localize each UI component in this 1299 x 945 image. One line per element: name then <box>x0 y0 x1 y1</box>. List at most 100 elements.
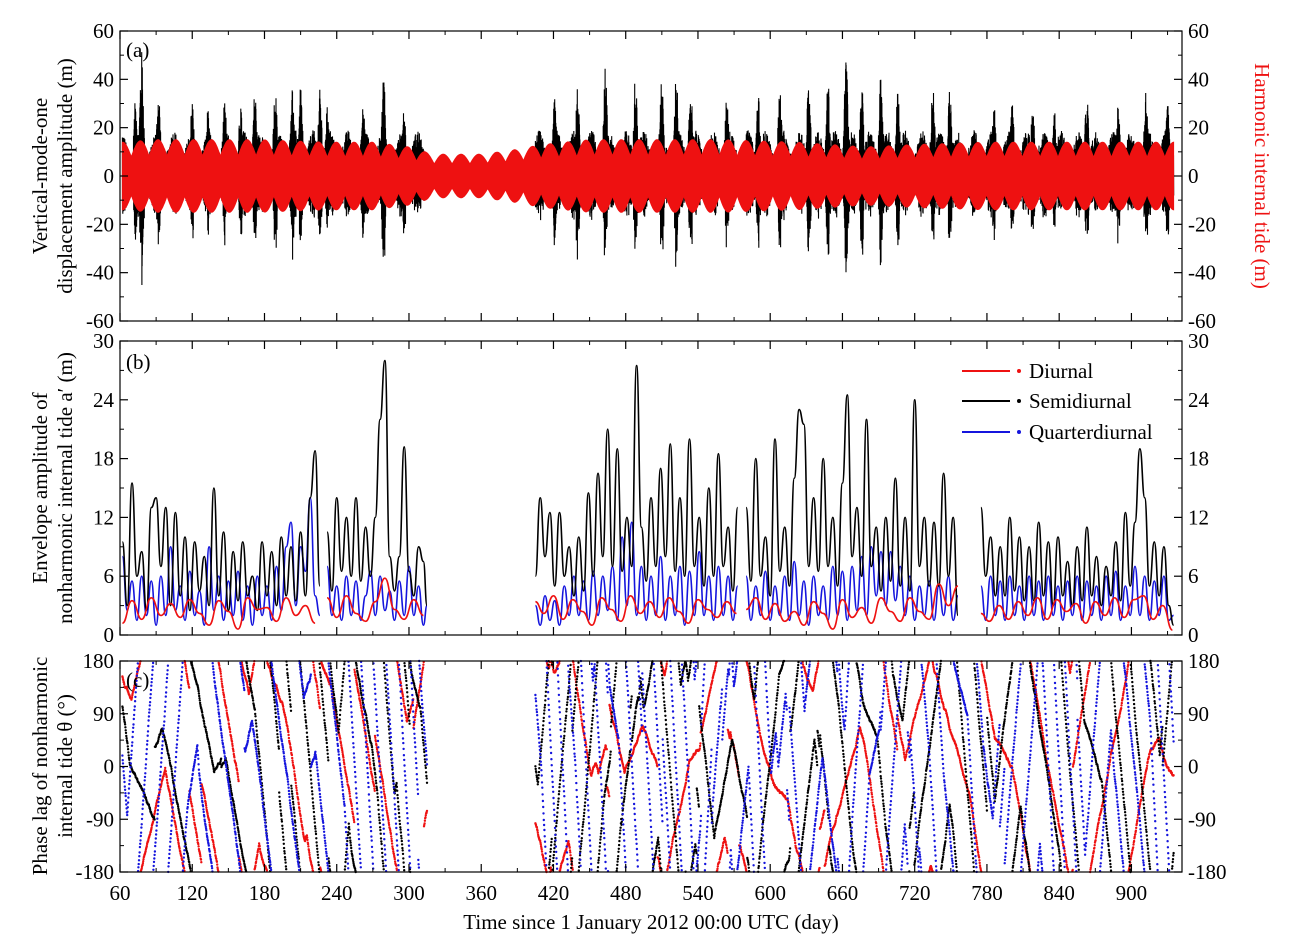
x-tick-label-5: 360 <box>465 881 497 905</box>
y-tick-label-right-b-2: 12 <box>1188 505 1209 529</box>
panel-a-ylabel-right: Harmonic internal tide (m) <box>1250 63 1274 289</box>
y-tick-label-right-c-3: 90 <box>1188 702 1209 726</box>
y-tick-label-left-c-1: -90 <box>86 807 114 831</box>
x-tick-label-9: 600 <box>754 881 786 905</box>
panel-b-ylabel-line1: Envelope amplitude of <box>28 392 52 583</box>
panel-c-ylabel-line1: Phase lag of nonharmonic <box>28 657 52 876</box>
x-tick-label-14: 900 <box>1116 881 1148 905</box>
semidiurnal-phase-dots <box>121 659 1175 874</box>
legend-item-diurnal: Diurnal <box>962 359 1093 383</box>
x-tick-label-7: 480 <box>610 881 642 905</box>
x-tick-label-10: 660 <box>827 881 859 905</box>
legend-diurnal-dot <box>1017 369 1021 373</box>
y-tick-label-left-a-6: 60 <box>93 19 114 43</box>
semidiurnal-envelope-segment-1 <box>326 359 428 607</box>
x-tick-label-8: 540 <box>682 881 714 905</box>
y-tick-label-right-a-6: 60 <box>1188 19 1209 43</box>
y-tick-label-left-c-0: -180 <box>76 860 115 884</box>
x-axis-label: Time since 1 January 2012 00:00 UTC (day… <box>463 910 838 934</box>
legend-quarterdiurnal-label: Quarterdiurnal <box>1029 420 1153 444</box>
x-tick-label-3: 240 <box>321 881 353 905</box>
y-tick-label-left-a-2: -20 <box>86 212 114 236</box>
x-tick-label-12: 780 <box>971 881 1003 905</box>
panel-a-ylabel-line2: displacement amplitude (m) <box>53 58 77 294</box>
x-tick-label-0: 60 <box>110 881 131 905</box>
legend-item-semidiurnal: Semidiurnal <box>962 389 1132 413</box>
y-tick-label-left-b-0: 0 <box>104 623 115 647</box>
quarterdiurnal-phase-dots <box>121 659 1175 874</box>
y-tick-label-right-b-0: 0 <box>1188 623 1199 647</box>
y-tick-label-right-c-0: -180 <box>1188 860 1227 884</box>
panel-c-frame <box>119 660 1183 873</box>
diurnal-envelope-segment-2 <box>535 594 737 627</box>
semidiurnal-envelope-segment-0 <box>121 449 321 612</box>
y-tick-label-right-b-4: 24 <box>1188 388 1210 412</box>
legend-diurnal-label: Diurnal <box>1029 359 1093 383</box>
y-tick-label-right-b-5: 30 <box>1188 329 1209 353</box>
diurnal-envelope-segment-4 <box>980 594 1173 631</box>
panel-a: -60 -60 -40 -40 -20 -20 0 0 20 20 40 40 60 60 (a) Ver… <box>28 19 1274 333</box>
y-tick-label-left-a-3: 0 <box>104 164 115 188</box>
legend: Diurnal Semidiurnal Quarterdiurnal <box>962 359 1153 444</box>
panel-b-ylabel-line2: nonharmonic internal tide a′ (m) <box>53 352 77 624</box>
y-tick-label-left-c-2: 0 <box>104 755 115 779</box>
x-tick-label-2: 180 <box>249 881 281 905</box>
x-tick-label-13: 840 <box>1043 881 1075 905</box>
y-tick-label-left-a-1: -40 <box>86 261 114 285</box>
legend-item-quarterdiurnal: Quarterdiurnal <box>962 420 1153 444</box>
x-tick-label-11: 720 <box>899 881 931 905</box>
legend-semidiurnal-label: Semidiurnal <box>1029 389 1132 413</box>
y-tick-label-left-b-5: 30 <box>93 329 114 353</box>
panel-a-tag: (a) <box>126 38 149 62</box>
y-tick-label-right-a-0: -60 <box>1188 309 1216 333</box>
diurnal-envelope-segment-1 <box>326 577 424 623</box>
quarterdiurnal-envelope-segment-1 <box>326 565 428 627</box>
panel-c-ylabel-line2: internal tide θ (°) <box>53 694 77 838</box>
y-tick-label-left-a-0: -60 <box>86 309 114 333</box>
y-tick-label-left-b-2: 12 <box>93 505 114 529</box>
y-tick-label-left-c-4: 180 <box>83 649 115 673</box>
semidiurnal-envelope-segment-3 <box>745 394 959 617</box>
y-tick-label-left-b-3: 18 <box>93 447 114 471</box>
y-tick-label-right-a-4: 20 <box>1188 116 1209 140</box>
panel-b: 0 0 6 6 12 12 18 18 24 24 30 30 (b) Envelope amplit… <box>28 329 1210 647</box>
panel-a-ticks: -60 -60 -40 -40 -20 -20 0 0 20 20 40 40 60 60 <box>86 19 1216 333</box>
y-tick-label-right-c-4: 180 <box>1188 649 1220 673</box>
y-tick-label-right-b-1: 6 <box>1188 564 1199 588</box>
semidiurnal-envelope-segment-2 <box>534 364 739 597</box>
legend-quarterdiurnal-dot <box>1017 430 1021 434</box>
y-tick-label-left-a-4: 20 <box>93 116 114 140</box>
quarterdiurnal-envelope-segment-4 <box>980 565 1174 622</box>
legend-semidiurnal-dot <box>1017 399 1021 403</box>
x-tick-label-6: 420 <box>538 881 570 905</box>
y-tick-label-right-a-5: 40 <box>1188 67 1209 91</box>
y-tick-label-left-c-3: 90 <box>93 702 114 726</box>
y-tick-label-right-c-2: 0 <box>1188 755 1199 779</box>
y-tick-label-right-a-2: -20 <box>1188 212 1216 236</box>
y-tick-label-right-b-3: 18 <box>1188 447 1209 471</box>
panel-b-tag: (b) <box>126 350 151 374</box>
panel-c: -180 -180 -90 -90 0 0 90 90 180 180 (c) Phase lag… <box>28 649 1227 884</box>
panel-c-ticks: -180 -180 -90 -90 0 0 90 90 180 180 <box>76 649 1227 884</box>
x-tick-label-1: 120 <box>176 881 208 905</box>
y-tick-label-right-c-1: -90 <box>1188 807 1216 831</box>
panel-b-plot <box>121 359 1175 631</box>
harmonic-tide-band <box>121 139 1175 213</box>
y-tick-label-right-a-1: -40 <box>1188 261 1216 285</box>
y-tick-label-left-b-4: 24 <box>93 388 115 412</box>
y-tick-label-left-a-5: 40 <box>93 67 114 91</box>
panel-b-ticks: 0 0 6 6 12 12 18 18 24 24 30 30 <box>93 329 1210 647</box>
y-tick-label-left-b-1: 6 <box>104 564 115 588</box>
x-axis-tick-labels: 60 120 180 240 300 360 420 480 540 600 660 720 780 84… <box>110 881 1148 905</box>
x-tick-label-4: 300 <box>393 881 425 905</box>
semidiurnal-envelope-segment-4 <box>980 447 1175 626</box>
quarterdiurnal-envelope-segment-0 <box>121 496 321 627</box>
y-tick-label-right-a-3: 0 <box>1188 164 1199 188</box>
quarterdiurnal-envelope-segment-2 <box>534 521 739 627</box>
panel-c-plot <box>121 659 1175 874</box>
panel-c-tag: (c) <box>126 668 149 692</box>
panel-a-plot <box>121 52 1175 286</box>
diurnal-envelope-segment-3 <box>745 583 959 630</box>
quarterdiurnal-envelope-segment-3 <box>745 545 959 627</box>
